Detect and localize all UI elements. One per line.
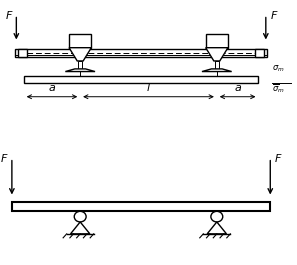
Polygon shape bbox=[207, 222, 226, 234]
Text: F: F bbox=[1, 154, 7, 164]
Bar bbox=[206, 34, 228, 48]
Bar bbox=[24, 76, 258, 83]
Polygon shape bbox=[65, 69, 95, 72]
Text: F: F bbox=[275, 154, 281, 164]
Text: F: F bbox=[270, 11, 277, 21]
Bar bbox=[12, 202, 270, 211]
Bar bbox=[78, 61, 82, 69]
Polygon shape bbox=[206, 48, 228, 61]
Text: $\overline{\sigma}_m$: $\overline{\sigma}_m$ bbox=[272, 82, 285, 95]
Bar bbox=[215, 61, 219, 69]
Circle shape bbox=[74, 211, 86, 222]
Bar bbox=[18, 49, 27, 57]
Text: F: F bbox=[6, 11, 12, 21]
Polygon shape bbox=[69, 48, 91, 61]
Polygon shape bbox=[202, 69, 232, 72]
Bar bbox=[255, 49, 264, 57]
Text: l: l bbox=[147, 83, 150, 93]
Bar bbox=[69, 34, 91, 48]
Polygon shape bbox=[71, 222, 90, 234]
Text: a: a bbox=[48, 83, 56, 93]
Text: $\sigma_m$: $\sigma_m$ bbox=[272, 64, 285, 74]
Bar bbox=[15, 49, 267, 57]
Text: a: a bbox=[234, 83, 241, 93]
Circle shape bbox=[211, 211, 223, 222]
